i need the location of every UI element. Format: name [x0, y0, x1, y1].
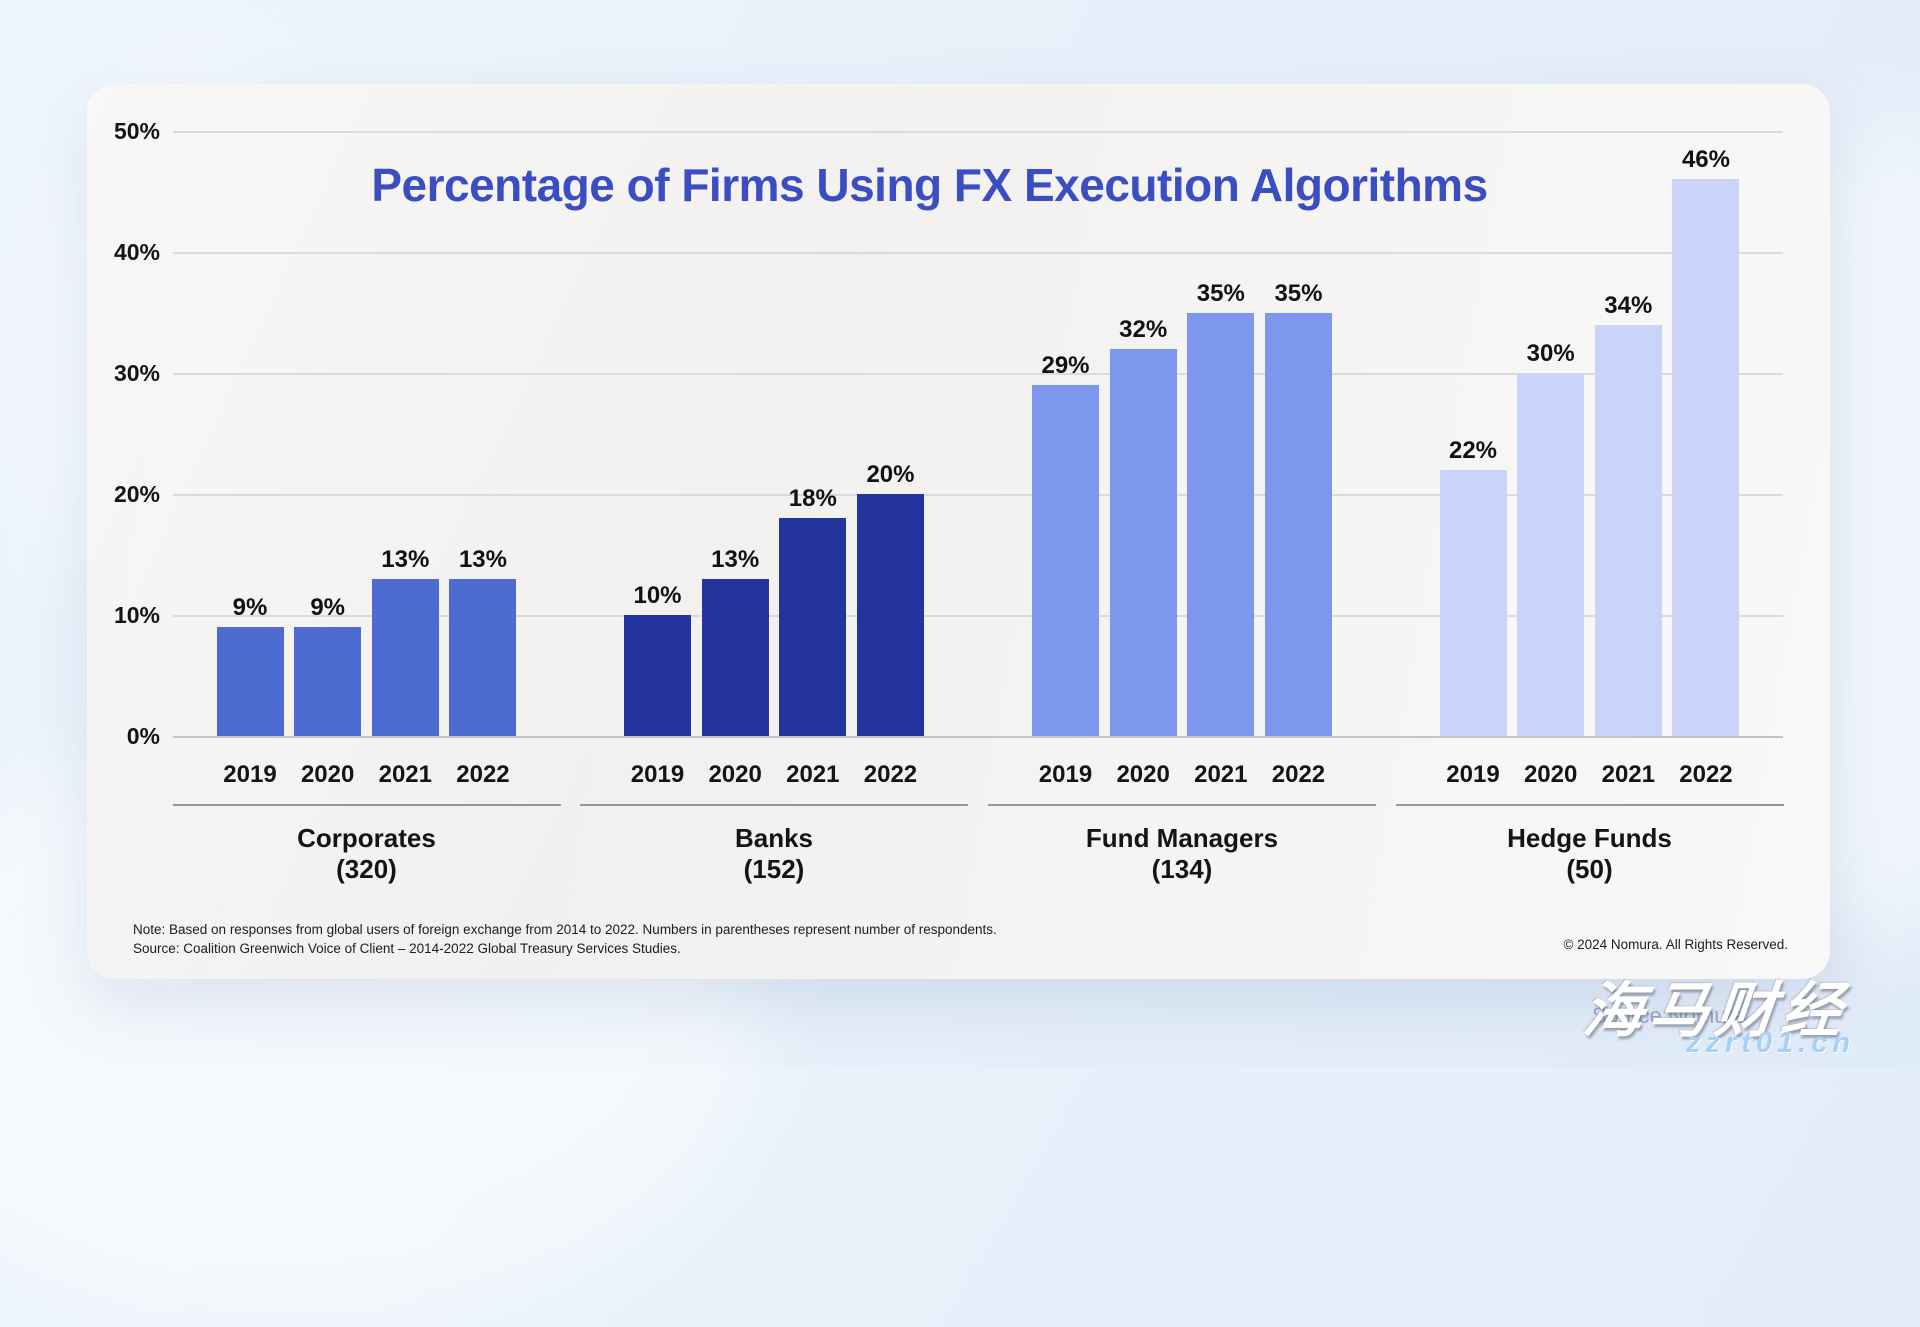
year-label: 2021: [1601, 761, 1655, 788]
bar: 30%: [1517, 340, 1585, 736]
bar-value-label: 13%: [711, 545, 760, 573]
bar-value-label: 13%: [381, 545, 430, 573]
footnote: Note: Based on responses from global use…: [133, 920, 997, 958]
bar: 34%: [1594, 292, 1662, 736]
group-label: Hedge Funds (50): [1396, 823, 1784, 885]
year-label: 2021: [378, 761, 432, 788]
bar: 9%: [294, 594, 362, 736]
group-respondents: (320): [336, 854, 397, 884]
year-label: 2022: [863, 761, 918, 788]
gridline: [173, 131, 1783, 133]
x-axis-year-labels: 2019 2020 2021 2022: [1032, 759, 1332, 791]
year-label: 2020: [1116, 761, 1170, 788]
bar-value-label: 46%: [1681, 146, 1730, 174]
bar-value-label: 35%: [1274, 279, 1323, 307]
x-axis-year-labels: 2019 2020 2021 2022: [1440, 759, 1740, 791]
bar-group-banks: 10% 13% 18% 20% 2019 2020 2021 2022 Banks (152): [580, 131, 968, 901]
bar-value-label: 9%: [232, 594, 268, 622]
group-divider: [988, 804, 1376, 806]
y-axis-tick-label: 0%: [126, 723, 160, 749]
year-label: 2021: [1194, 761, 1248, 788]
group-label: Fund Managers (134): [988, 823, 1376, 885]
bars-row: 9% 9% 13% 13%: [216, 131, 517, 736]
bar: 35%: [1187, 280, 1255, 736]
year-label: 2019: [1446, 761, 1500, 788]
bar-value-label: 32%: [1119, 315, 1168, 343]
year-label: 2019: [223, 761, 277, 788]
bar-group-hedge-funds: 22% 30% 34% 46% 2019 2020 2021 2022 Hedge Funds(…: [1395, 131, 1784, 901]
gridline: [173, 615, 1783, 617]
source-nomura-label: Source:Nomura: [1592, 1003, 1747, 1028]
bar-value-label: 30%: [1526, 340, 1575, 367]
footnote-source: Source: Coalition Greenwich Voice of Cli…: [133, 941, 681, 956]
y-axis-tick-label: 30%: [113, 360, 160, 386]
bar: 13%: [449, 546, 517, 736]
year-label: 2020: [1523, 761, 1578, 788]
bar: 13%: [371, 546, 439, 736]
bar-value-label: 20%: [866, 461, 915, 488]
bar: 9%: [216, 594, 284, 736]
footnote-note: Note: Based on responses from global use…: [133, 922, 997, 937]
group-divider: [580, 804, 968, 806]
group-respondents: (152): [743, 854, 805, 884]
year-label: 2022: [1271, 761, 1326, 788]
bar-value-label: 18%: [788, 485, 837, 513]
group-name: Hedge Funds: [1507, 823, 1672, 853]
bar: 29%: [1032, 352, 1099, 736]
group-label: Banks (152): [580, 823, 968, 885]
bar-value-label: 9%: [310, 594, 345, 622]
bar-value-label: 22%: [1448, 436, 1498, 464]
gridline: [173, 494, 1783, 496]
x-axis-year-labels: 2019 2020 2021 2022: [217, 759, 517, 791]
x-axis-year-labels: 2019 2020 2021 2022: [624, 759, 924, 791]
year-label: 2022: [456, 761, 510, 788]
y-axis-tick-label: 20%: [113, 481, 160, 507]
group-label: Corporates (320): [173, 823, 561, 885]
bar: 35%: [1264, 280, 1332, 736]
y-axis-tick-label: 50%: [113, 118, 160, 144]
year-label: 2019: [630, 761, 685, 788]
year-label: 2020: [708, 761, 762, 788]
bar: 10%: [624, 582, 691, 736]
watermark-url: zzrt01.cn: [1686, 1027, 1856, 1059]
bar: 18%: [779, 485, 847, 736]
bar: 20%: [856, 461, 924, 736]
bar: 13%: [701, 546, 769, 736]
year-label: 2022: [1679, 761, 1733, 788]
group-respondents: (50): [1566, 854, 1613, 884]
chart-title: Percentage of Firms Using FX Execution A…: [371, 159, 1488, 211]
bar-value-label: 34%: [1604, 291, 1653, 319]
y-axis-tick-label: 40%: [113, 239, 160, 265]
group-name: Banks: [734, 823, 814, 853]
copyright: © 2024 Nomura. All Rights Reserved.: [1563, 937, 1788, 952]
y-axis-tick-label: 10%: [113, 602, 160, 628]
group-name: Fund Managers: [1085, 823, 1279, 853]
group-name: Corporates: [297, 823, 436, 853]
bar-group-corporates: 9% 9% 13% 13% 2019 2020 2021 2022 Corporates (320…: [172, 131, 561, 901]
bar: 46%: [1672, 146, 1740, 736]
year-label: 2021: [786, 761, 840, 788]
year-label: 2019: [1038, 761, 1093, 788]
group-respondents: (134): [1151, 854, 1213, 884]
bar: 22%: [1439, 437, 1507, 736]
bar-value-label: 35%: [1196, 279, 1245, 307]
bar-group-fund-managers: 29% 32% 35% 35% 2019 2020 2021 2022 Fund Manager…: [988, 131, 1376, 901]
bars-row: 10% 13% 18% 20%: [624, 131, 924, 736]
gridline: [173, 252, 1783, 254]
group-divider: [172, 804, 561, 806]
bars-row: 22% 30% 34% 46%: [1439, 131, 1740, 736]
bars-row: 29% 32% 35% 35%: [1032, 131, 1332, 736]
bar-value-label: 13%: [458, 545, 507, 573]
group-divider: [1395, 804, 1784, 806]
bar: 32%: [1109, 316, 1177, 736]
chart-card: Percentage of Firms Using FX Execution A…: [87, 84, 1830, 979]
plot-area: Percentage of Firms Using FX Execution A…: [87, 84, 1830, 979]
x-axis-baseline: [173, 736, 1783, 738]
gridline: [173, 373, 1783, 375]
bar-value-label: 29%: [1041, 352, 1090, 380]
year-label: 2020: [300, 761, 355, 788]
bar-value-label: 10%: [633, 582, 682, 609]
